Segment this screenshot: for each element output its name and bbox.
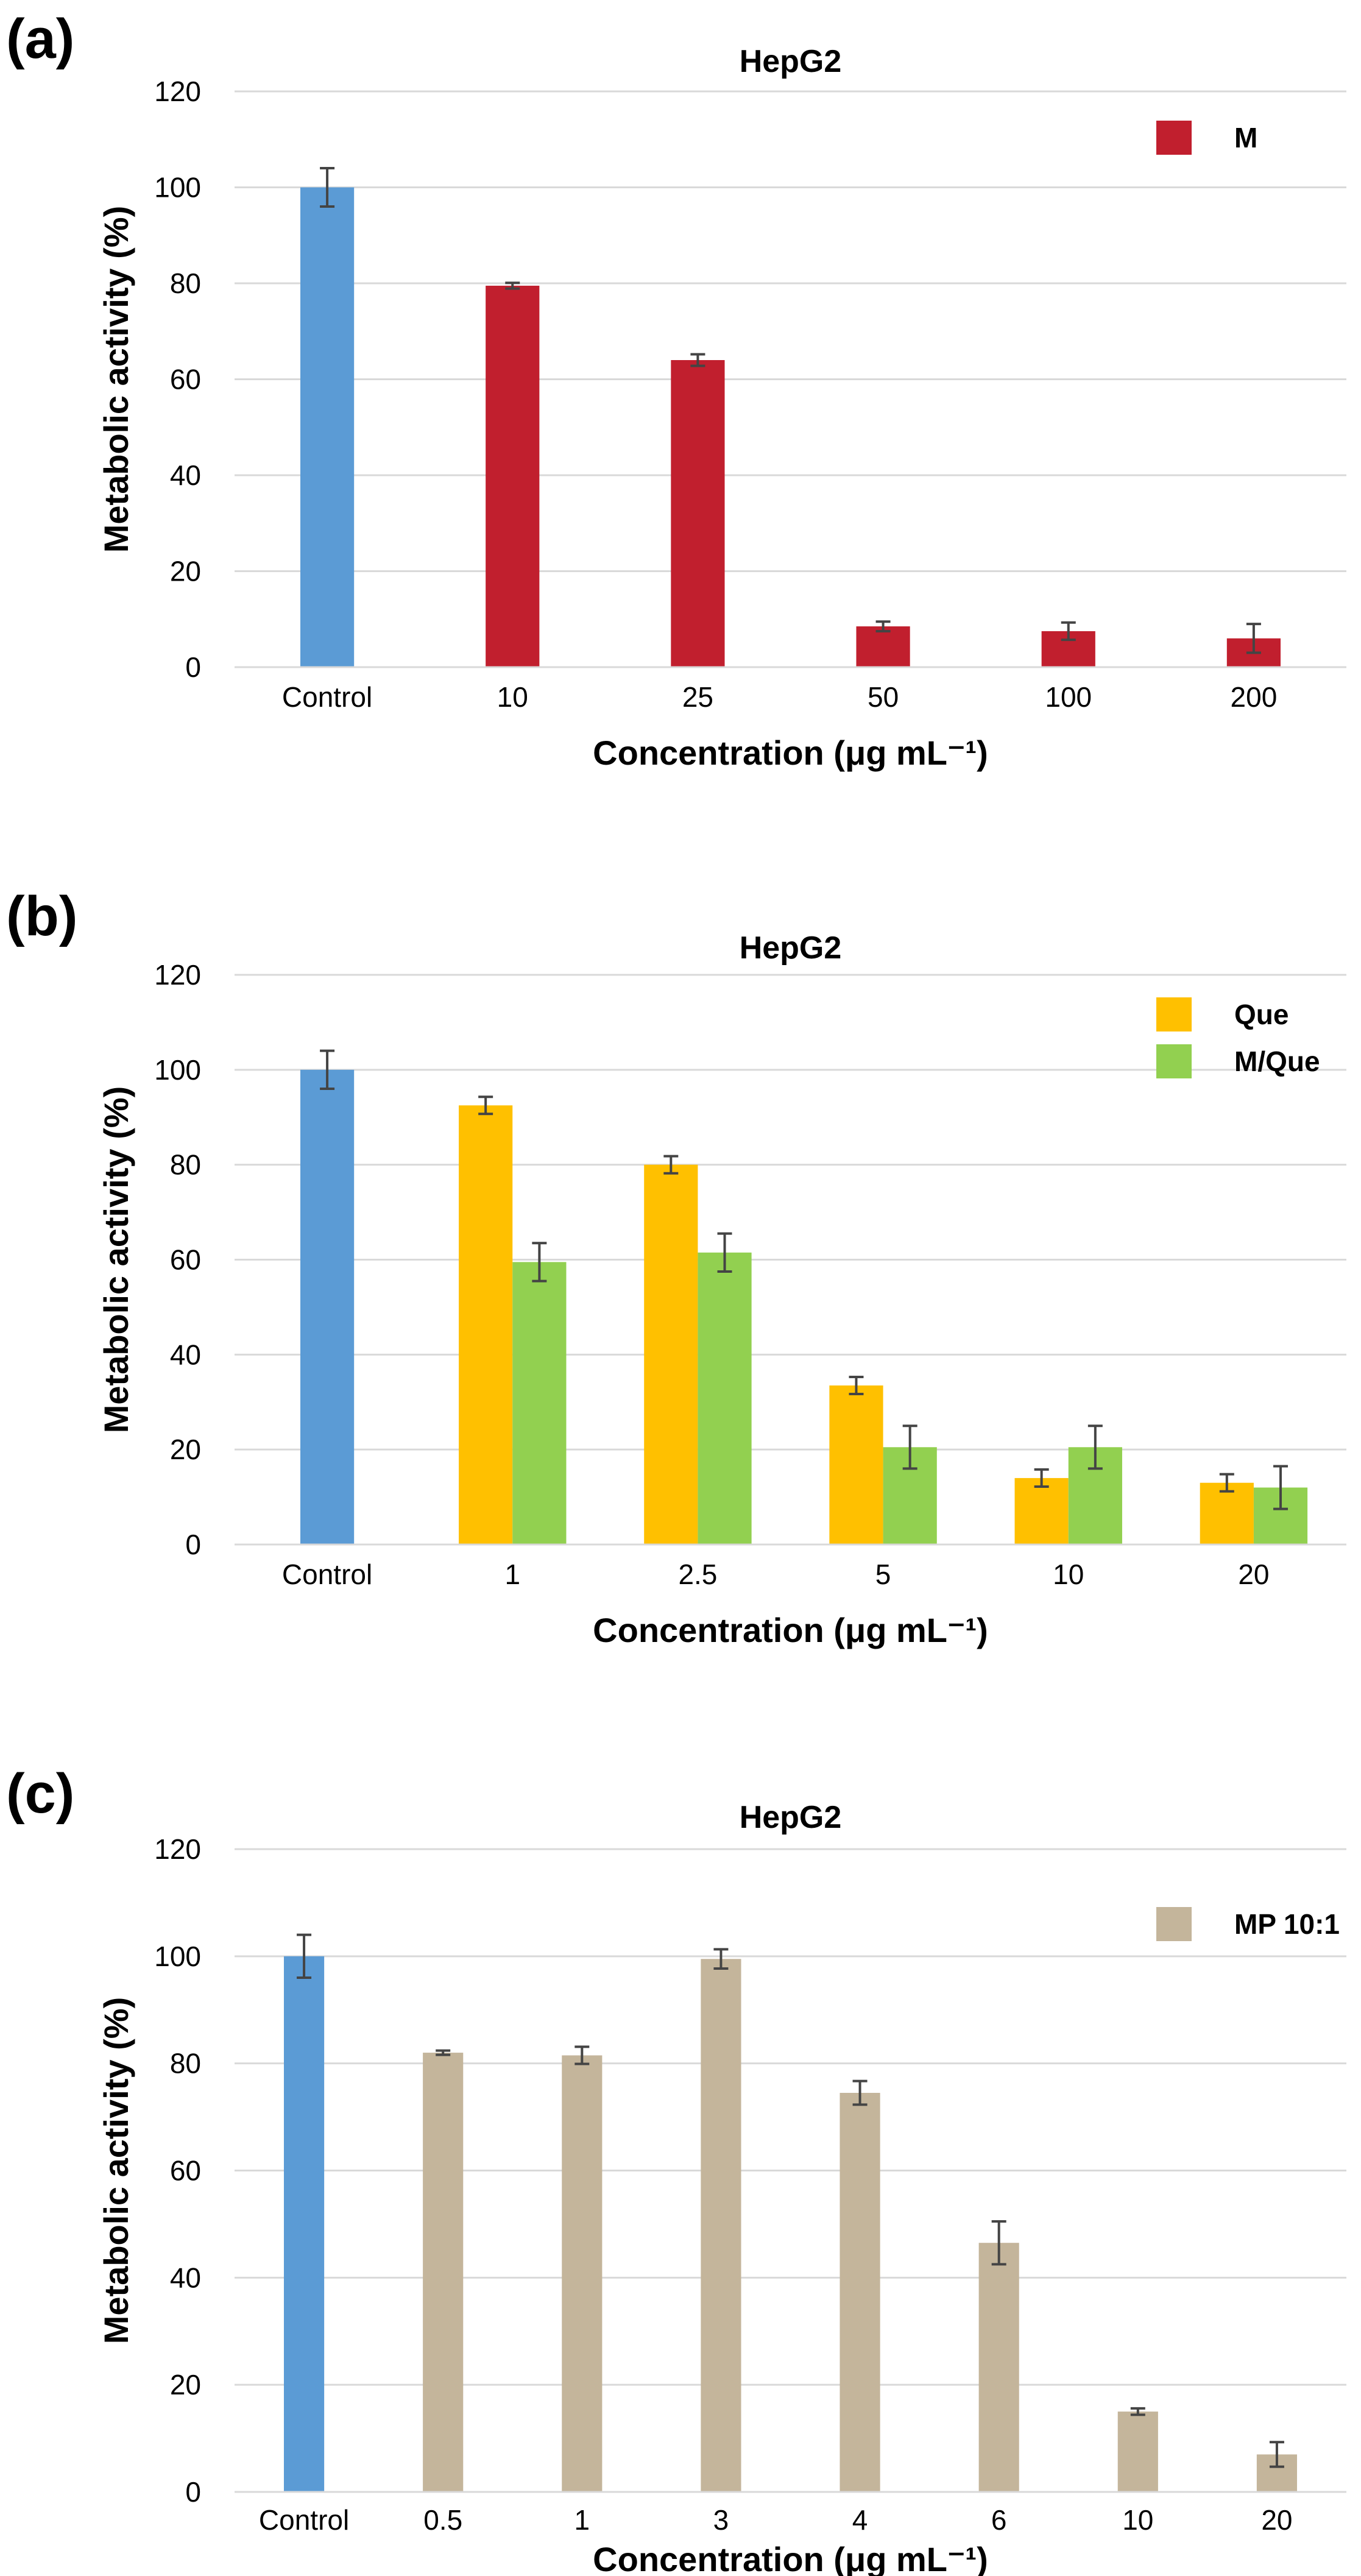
y-tick-label: 20 — [170, 2369, 201, 2401]
x-tick-label: Control — [282, 1559, 372, 1590]
bar-mp-10-1 — [701, 1959, 741, 2492]
x-tick-label: 25 — [682, 681, 713, 713]
y-tick-label: 120 — [154, 1833, 201, 1865]
legend-swatch — [1156, 121, 1192, 155]
x-tick-label: 1 — [574, 2504, 590, 2536]
legend-label: M/Que — [1234, 1046, 1320, 1077]
chart-title: HepG2 — [740, 44, 842, 79]
y-tick-label: 80 — [170, 2048, 201, 2079]
bar-m — [486, 285, 540, 667]
y-axis-label: Metabolic activity (%) — [97, 1086, 135, 1433]
chart-panel-a: (a) HepG2 0 20 40 60 80 100 120 Concentration (μg… — [0, 0, 1361, 810]
chart-panel-c: (c) HepG2 0 20 40 60 80 100 120 Concentration (μg… — [0, 1755, 1361, 2576]
bar-control — [300, 187, 355, 667]
x-tick-label: 10 — [1122, 2504, 1153, 2536]
bar-m-que — [698, 1252, 752, 1545]
x-tick-label: Control — [259, 2504, 349, 2536]
y-tick-label: 0 — [185, 2476, 201, 2508]
bar-que — [1014, 1477, 1069, 1545]
bar-mp-10-1 — [840, 2093, 880, 2492]
y-tick-label: 60 — [170, 1244, 201, 1276]
x-tick-label: 200 — [1231, 681, 1278, 713]
chart-title: HepG2 — [740, 930, 842, 966]
panel-label: (b) — [6, 885, 77, 947]
x-axis-label: Concentration (μg mL⁻¹) — [593, 1611, 988, 1649]
x-tick-label: 2.5 — [678, 1559, 717, 1590]
legend-label: M — [1234, 122, 1257, 154]
y-tick-label: 100 — [154, 1941, 201, 1972]
x-tick-label: 1 — [504, 1559, 520, 1590]
x-axis-label: Concentration (μg mL⁻¹) — [593, 2540, 988, 2576]
x-tick-label: 20 — [1261, 2504, 1292, 2536]
bar-mp-10-1 — [562, 2055, 603, 2492]
y-axis-label: Metabolic activity (%) — [97, 206, 135, 553]
y-tick-label: 40 — [170, 2262, 201, 2293]
chart-a-svg: (a) HepG2 0 20 40 60 80 100 120 Concentration (μg… — [6, 8, 1346, 772]
y-tick-label: 80 — [170, 267, 201, 299]
x-tick-label: 0.5 — [423, 2504, 462, 2536]
x-tick-label: 100 — [1045, 681, 1092, 713]
y-tick-label: 100 — [154, 1054, 201, 1086]
bar-m — [671, 360, 725, 667]
y-tick-label: 20 — [170, 556, 201, 587]
chart-title: HepG2 — [740, 1800, 842, 1835]
x-tick-label: 4 — [852, 2504, 868, 2536]
y-tick-label: 0 — [185, 1529, 201, 1560]
legend-label: MP 10:1 — [1234, 1908, 1340, 1940]
y-tick-label: 0 — [185, 651, 201, 683]
bar-m — [856, 626, 910, 667]
y-tick-label: 100 — [154, 172, 201, 203]
y-tick-label: 80 — [170, 1149, 201, 1181]
y-tick-label: 60 — [170, 364, 201, 395]
x-tick-label: 3 — [713, 2504, 729, 2536]
bar-que — [644, 1164, 698, 1545]
legend-swatch — [1156, 1044, 1192, 1078]
bar-mp-10-1 — [1117, 2411, 1158, 2492]
bar-mp-10-1 — [423, 2053, 464, 2492]
x-tick-label: 10 — [497, 681, 528, 713]
x-axis-label: Concentration (μg mL⁻¹) — [593, 734, 988, 772]
bar-que — [1200, 1482, 1254, 1545]
y-tick-label: 120 — [154, 959, 201, 991]
bar-que — [459, 1105, 513, 1545]
y-tick-label: 120 — [154, 76, 201, 107]
y-tick-label: 20 — [170, 1434, 201, 1465]
bar-mp-10-1 — [978, 2243, 1019, 2492]
legend-swatch — [1156, 997, 1192, 1031]
x-tick-label: 10 — [1053, 1559, 1084, 1590]
y-tick-label: 40 — [170, 459, 201, 491]
x-tick-label: 5 — [875, 1559, 891, 1590]
bar-control — [283, 1956, 325, 2492]
bar-control — [300, 1069, 355, 1545]
panel-label: (c) — [6, 1763, 74, 1825]
chart-panel-b: (b) HepG2 0 20 40 60 80 100 120 Concentration (μg… — [0, 877, 1361, 1688]
x-tick-label: Control — [282, 681, 372, 713]
y-tick-label: 60 — [170, 2155, 201, 2187]
x-tick-label: 50 — [868, 681, 899, 713]
x-tick-label: 6 — [991, 2504, 1007, 2536]
bar-que — [829, 1385, 883, 1545]
y-axis-label: Metabolic activity (%) — [97, 1997, 135, 2344]
panel-label: (a) — [6, 8, 74, 70]
legend-label: Que — [1234, 999, 1289, 1030]
y-tick-label: 40 — [170, 1339, 201, 1370]
x-tick-label: 20 — [1238, 1559, 1269, 1590]
legend-swatch — [1156, 1907, 1192, 1941]
bar-m-que — [512, 1262, 567, 1545]
